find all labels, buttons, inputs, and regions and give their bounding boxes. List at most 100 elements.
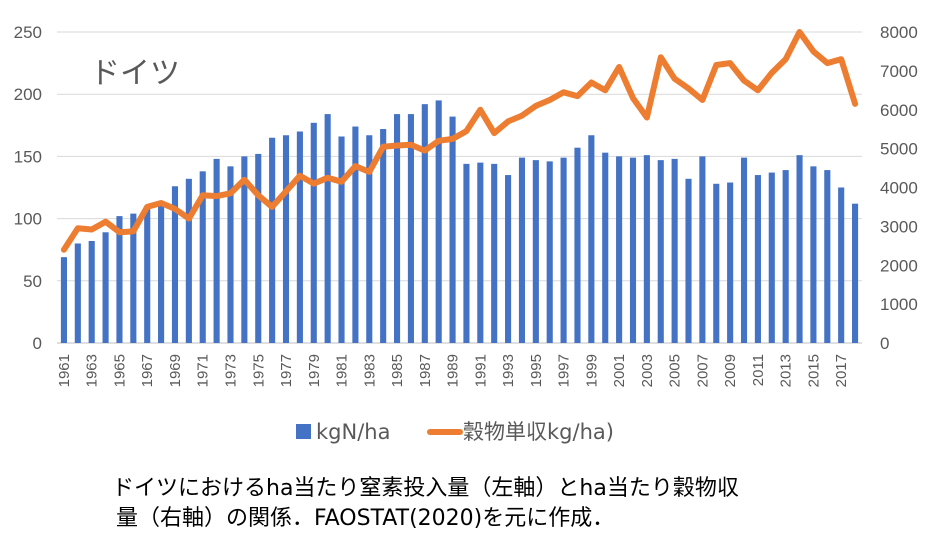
right-tick-label: 8000 [880,23,918,42]
bar [602,152,609,343]
x-tick-label: 1961 [56,354,73,387]
x-tick-label: 1963 [84,354,101,387]
left-tick-label: 100 [14,210,42,229]
bar [144,206,151,343]
caption-line-2: 量（右軸）の関係．FAOSTAT(2020)を元に作成． [116,506,615,531]
bar [171,186,179,343]
bar [657,160,664,343]
x-tick-label: 2009 [722,354,739,387]
bar [754,175,761,343]
bar [338,136,345,343]
right-tick-label: 4000 [880,179,918,198]
bar-series-nitrogen [60,100,859,343]
bar [310,122,317,343]
left-tick-label: 200 [14,85,42,104]
bar [518,157,526,343]
bar [477,162,484,343]
x-tick-label: 1991 [472,354,489,387]
bar [449,116,456,343]
x-tick-label: 1993 [500,354,517,387]
right-tick-label: 6000 [880,101,918,120]
bar [324,114,331,343]
bar [546,161,553,343]
bar [740,157,748,343]
right-tick-label: 3000 [880,217,918,236]
bar [421,104,428,343]
bar [505,175,512,343]
x-tick-label: 1965 [112,354,129,387]
right-axis-ticks: 0 1000 2000 3000 4000 5000 6000 7000 8000 [880,23,918,353]
x-tick-label: 1979 [306,354,323,387]
bar [60,257,67,343]
right-tick-label: 0 [880,334,889,353]
bar [380,129,387,343]
x-tick-label: 2011 [750,354,767,386]
x-tick-label: 1967 [139,354,156,387]
left-tick-label: 250 [14,23,42,42]
bar [116,216,123,343]
bar [227,166,234,343]
x-tick-label: 1973 [223,354,240,387]
left-axis-ticks: 0 50 100 150 200 250 [14,23,42,353]
bar [782,170,789,343]
bar [213,158,220,343]
bar [560,157,567,343]
right-tick-label: 2000 [880,256,918,275]
bar [838,187,845,343]
bar [393,114,401,343]
bar [463,163,470,343]
x-tick-label: 1983 [361,354,378,387]
x-tick-label: 2013 [778,354,795,387]
bar [88,240,95,343]
bar [796,155,803,343]
bar [574,147,581,343]
bar [366,135,373,343]
x-tick-label: 2017 [833,354,850,387]
bar [74,243,81,343]
x-tick-label: 2003 [639,354,656,387]
bar [158,201,165,343]
bar [435,100,442,343]
bar [685,178,692,343]
bar [296,131,303,343]
x-tick-label: 1981 [334,354,351,387]
x-tick-label: 1969 [167,354,184,387]
bar [199,171,206,343]
right-tick-label: 1000 [880,295,918,314]
left-tick-label: 50 [23,272,42,291]
bar [185,178,192,343]
x-tick-label: 2005 [667,354,684,387]
bar [629,157,637,343]
x-tick-label: 2015 [805,354,822,387]
bar [699,156,706,343]
bar [588,135,595,343]
right-tick-label: 5000 [880,140,918,159]
x-tick-label: 1975 [250,354,267,387]
left-tick-label: 0 [33,334,42,353]
x-tick-label: 1985 [389,354,406,387]
x-axis-ticks: 1961 1963 1965 1967 1969 1971 1973 1975 1977 1979… [56,354,850,387]
bar [643,155,650,343]
caption-line-1: ドイツにおけるha当たり窒素投入量（左軸）とha当たり穀物収 [112,476,739,501]
x-tick-label: 1999 [583,354,600,387]
bar [282,135,290,343]
inset-title: ドイツ [90,56,180,91]
bar [352,126,359,343]
bar [810,166,817,343]
line-series-grain-yield [60,29,859,253]
x-tick-label: 1995 [528,354,545,387]
bar [255,153,262,343]
legend-label-bar: kgN/ha [316,420,390,444]
legend: kgN/ha 穀物単収kg/ha) [296,420,614,444]
legend-swatch-bar [296,424,311,439]
x-tick-label: 2007 [694,354,711,387]
chart: 0 50 100 150 200 250 0 1000 2000 3000 4000 5000 600… [14,23,918,444]
bar [532,160,539,343]
x-tick-label: 1971 [195,354,212,387]
x-tick-label: 2001 [611,354,628,387]
x-tick-label: 1987 [417,354,434,387]
bar [102,232,109,343]
caption: ドイツにおけるha当たり窒素投入量（左軸）とha当たり穀物収 量（右軸）の関係．… [112,474,872,534]
bar [616,156,623,343]
bar [241,156,248,343]
